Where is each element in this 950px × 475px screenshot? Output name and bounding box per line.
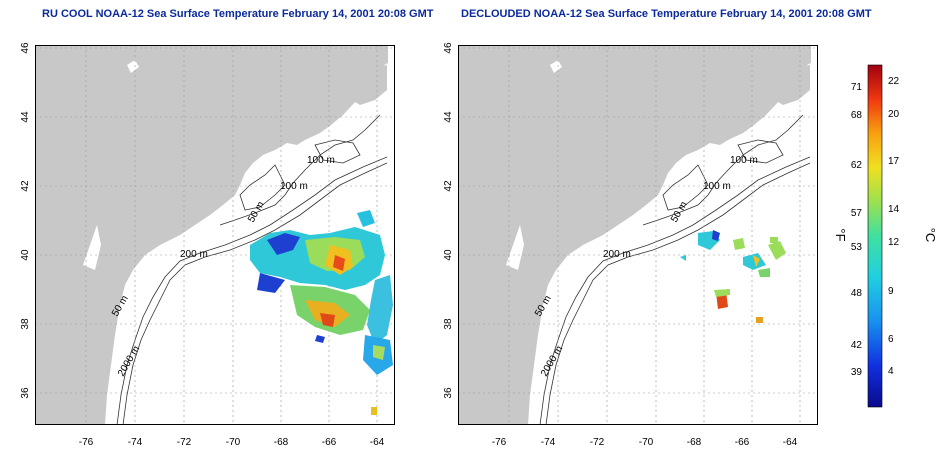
colorbar-c-tick: 17 (888, 156, 900, 167)
lat-tick-right: 44 (443, 111, 454, 123)
lon-tick-left: -76 (79, 437, 94, 448)
sst-map-raw: 100 m 100 m 50 m 200 m 50 m 2000 m (35, 45, 395, 425)
colorbar-f-tick: 57 (851, 208, 863, 219)
lon-tick-left: -72 (177, 437, 192, 448)
grid-lines (458, 45, 818, 425)
map-frame (458, 45, 818, 425)
lon-tick-right: -66 (735, 437, 750, 448)
lon-tick-left: -74 (128, 437, 143, 448)
contour-label-100m-north: 100 m (730, 155, 758, 166)
lon-tick-left: -68 (274, 437, 289, 448)
colorbar-f-tick: 71 (851, 82, 863, 93)
lat-tick-right: 40 (443, 249, 454, 261)
colorbar-f-tick: 39 (851, 367, 863, 378)
colorbar-gradient (867, 64, 883, 408)
temperature-colorbar: 71 68 62 57 53 48 42 39 22 20 17 14 12 9… (833, 64, 938, 408)
lat-tick-right: 36 (443, 387, 454, 399)
colorbar-c-tick: 14 (888, 204, 900, 215)
colorbar-f-unit: °F (833, 228, 848, 241)
lon-tick-right: -72 (590, 437, 605, 448)
colorbar-f-tick: 42 (851, 340, 863, 351)
sst-patches (680, 230, 786, 323)
colorbar-f-tick: 62 (851, 160, 863, 171)
lon-tick-right: -74 (541, 437, 556, 448)
contour-label-100m-south: 100 m (280, 181, 308, 192)
right-panel-title: DECLOUDED NOAA-12 Sea Surface Temperatur… (461, 8, 872, 20)
colorbar-c-tick: 9 (888, 286, 894, 297)
lon-tick-left: -70 (226, 437, 241, 448)
lon-tick-right: -76 (492, 437, 507, 448)
contour-label-100m-south: 100 m (703, 181, 731, 192)
colorbar-c-tick: 20 (888, 109, 900, 120)
lon-tick-right: -64 (783, 437, 798, 448)
sst-patches (250, 210, 393, 415)
lat-tick-right: 42 (443, 180, 454, 192)
colorbar-f-tick: 48 (851, 288, 863, 299)
colorbar-c-tick: 4 (888, 366, 894, 377)
contour-label-200m: 200 m (603, 249, 631, 260)
lake (506, 60, 562, 270)
lon-tick-right: -68 (687, 437, 702, 448)
lon-tick-left: -64 (370, 437, 385, 448)
lat-tick-left: 38 (20, 318, 31, 330)
left-panel-title: RU COOL NOAA-12 Sea Surface Temperature … (42, 8, 434, 20)
lat-tick-left: 40 (20, 249, 31, 261)
colorbar-c-tick: 12 (888, 237, 900, 248)
contour-label-100m-north: 100 m (307, 155, 335, 166)
lat-tick-left: 42 (20, 180, 31, 192)
lat-tick-left: 36 (20, 387, 31, 399)
lat-tick-left: 46 (20, 42, 31, 54)
colorbar-f-tick: 53 (851, 242, 863, 253)
colorbar-f-tick: 68 (851, 110, 863, 121)
lat-tick-right: 46 (443, 42, 454, 54)
lon-tick-right: -70 (639, 437, 654, 448)
colorbar-c-unit: °C (923, 228, 938, 243)
contour-label-200m: 200 m (180, 249, 208, 260)
colorbar-c-tick: 6 (888, 334, 894, 345)
map-frame (35, 45, 395, 425)
lat-tick-right: 38 (443, 318, 454, 330)
lon-tick-left: -66 (322, 437, 337, 448)
colorbar-c-tick: 22 (888, 76, 900, 87)
sst-map-declouded: 100 m 100 m 50 m 200 m 50 m 2000 m (458, 45, 818, 425)
bathymetry-contours (116, 114, 388, 425)
lake (83, 60, 139, 270)
lat-tick-left: 44 (20, 111, 31, 123)
bathymetry-contours (539, 114, 811, 425)
